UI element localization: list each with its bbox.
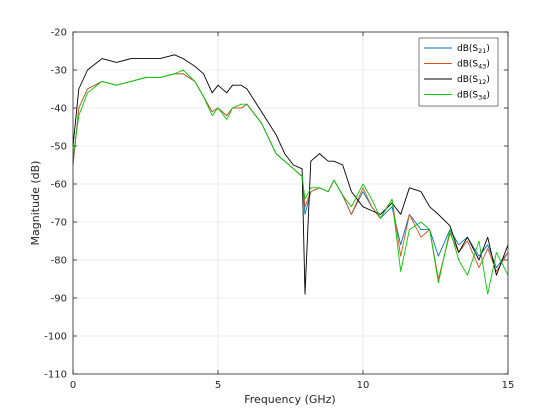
series-line-db-s34- bbox=[72, 69, 509, 295]
x-tick-label: 5 bbox=[215, 380, 221, 391]
y-tick-label: -30 bbox=[51, 66, 67, 77]
x-tick-label: 0 bbox=[70, 380, 76, 391]
legend-entry-label: dB(S34) bbox=[457, 91, 490, 102]
y-tick-label: -90 bbox=[51, 294, 67, 305]
series-lines bbox=[72, 54, 509, 295]
axis-ticks: 0 5 10 15 -110 -100 -90 -80 -70 -60 -50 -40 -30 -20 bbox=[44, 28, 514, 392]
y-tick-label: -40 bbox=[51, 104, 67, 115]
plot-frame bbox=[72, 31, 509, 375]
y-tick-label: -100 bbox=[44, 332, 67, 343]
legend: dB(S21) dB(S43) dB(S12) dB(S34) bbox=[418, 37, 499, 107]
y-tick-label: -70 bbox=[51, 218, 67, 229]
y-tick-label: -20 bbox=[51, 28, 67, 39]
y-tick-label: -50 bbox=[51, 142, 67, 153]
legend-entry-label: dB(S43) bbox=[457, 60, 490, 71]
x-tick-label: 10 bbox=[357, 380, 370, 391]
y-tick-label: -110 bbox=[44, 370, 67, 381]
y-tick-label: -80 bbox=[51, 256, 67, 267]
y-tick-label: -60 bbox=[51, 180, 67, 191]
y-axis-label: Magnitude (dB) bbox=[29, 161, 42, 246]
series-line-db-s12- bbox=[72, 54, 509, 295]
legend-entry-label: dB(S12) bbox=[457, 75, 490, 86]
x-tick-label: 15 bbox=[502, 380, 515, 391]
legend-entry-label: dB(S21) bbox=[457, 44, 490, 55]
x-axis-label: Frequency (GHz) bbox=[244, 393, 335, 406]
